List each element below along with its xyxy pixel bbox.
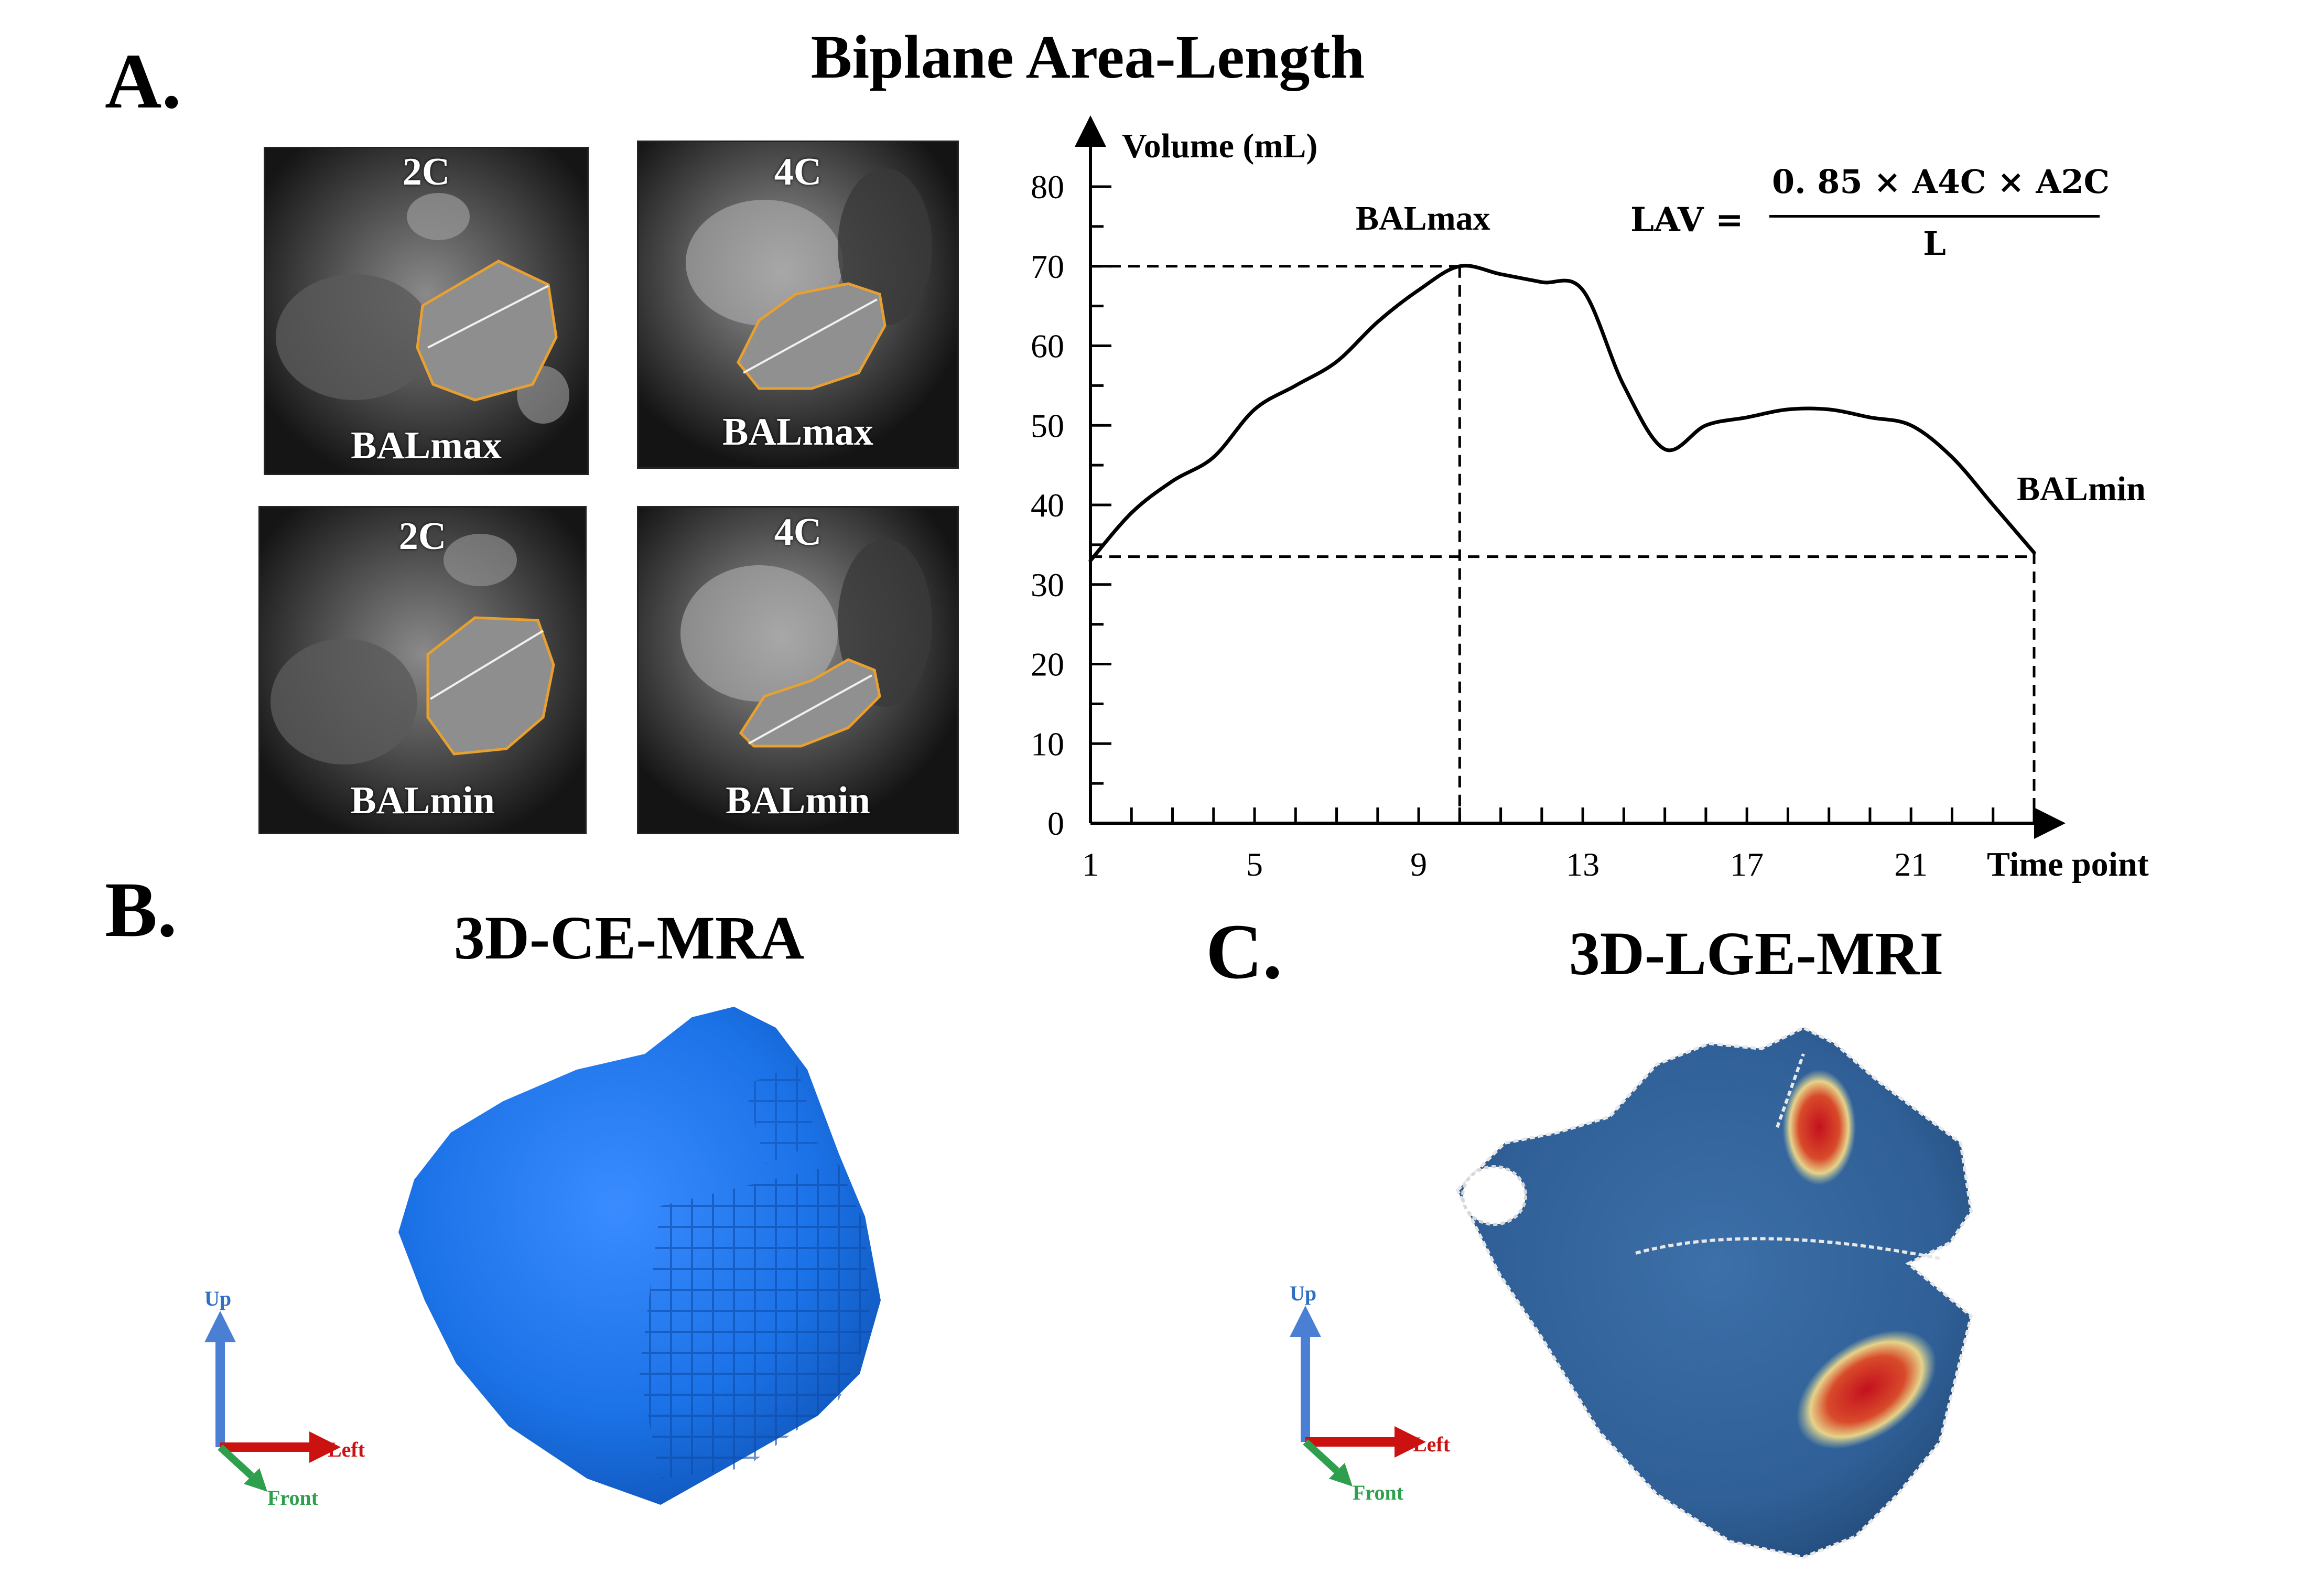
x-tick-label: 5 <box>1246 846 1263 883</box>
y-tick-label: 50 <box>1031 407 1064 444</box>
y-tick-label: 40 <box>1031 487 1064 524</box>
y-tick-label: 20 <box>1031 646 1064 683</box>
lge-atrium-surface <box>1455 1026 1973 1559</box>
panel-c-letter: C. <box>1206 908 1282 995</box>
x-tick-label: 13 <box>1566 846 1599 883</box>
scar-region-upper <box>1782 1070 1856 1185</box>
formula-fraction-bar <box>1769 215 2100 218</box>
series-line-la-volume <box>1088 264 2036 563</box>
up-arrow <box>204 1311 236 1447</box>
axis-up-label: Up <box>1290 1285 1316 1305</box>
y-tick-label: 30 <box>1031 566 1064 604</box>
axes-gizmo-b: Up Left Front <box>204 1290 365 1510</box>
mri-2c-balmin-image <box>260 508 585 833</box>
y-tick-label: 0 <box>1047 805 1064 842</box>
axis-front-label: Front <box>1353 1481 1404 1504</box>
balmax-annotation: BALmax <box>1356 199 1490 238</box>
axis-left-label: Left <box>328 1438 365 1461</box>
left-arrow <box>220 1431 341 1463</box>
mri-4c-balmax-image <box>639 142 957 467</box>
lge-3d-model <box>1455 1026 1973 1559</box>
y-tick-label: 60 <box>1031 328 1064 365</box>
left-arrow <box>1305 1426 1426 1458</box>
y-axis-label: Volume (mL) <box>1122 127 1317 165</box>
pulmonary-vein-opening <box>1461 1165 1527 1226</box>
formula-denominator: L <box>1923 224 1946 263</box>
mri-phase-label: BALmin <box>726 779 870 822</box>
front-arrow <box>1303 1439 1353 1486</box>
mri-4c-balmin: 4C BALmin <box>637 506 959 834</box>
mri-4c-balmin-image <box>639 508 957 833</box>
x-tick-label: 21 <box>1894 846 1928 883</box>
formula-lhs: LAV = <box>1630 200 1744 240</box>
x-tick-label: 17 <box>1730 846 1764 883</box>
y-tick-label: 10 <box>1031 725 1064 762</box>
axis-up-label: Up <box>204 1290 231 1310</box>
balmin-annotation: BALmin <box>2017 470 2146 508</box>
mri-2c-balmax-image <box>265 148 587 473</box>
mri-view-label: 2C <box>398 515 447 558</box>
mri-2c-balmin: 2C BALmin <box>258 506 587 834</box>
scar-region-lower <box>1796 1330 1937 1449</box>
mri-phase-label: BALmax <box>722 411 873 454</box>
x-axis-label: Time point <box>1987 845 2149 884</box>
mra-3d-model <box>398 1007 881 1505</box>
volume-chart: 0 10 20 30 40 50 60 70 80 1 5 9 13 17 21 Volume (mL) Ti… <box>1031 115 2149 884</box>
formula-numerator: 0. 85 × A4C × A2C <box>1772 163 2110 201</box>
panel-c-title: 3D-LGE-MRI <box>1569 919 1944 988</box>
panel-b-title: 3D-CE-MRA <box>453 903 805 972</box>
x-tick-label: 9 <box>1410 846 1427 883</box>
mri-view-label: 2C <box>402 150 450 193</box>
mri-view-label: 4C <box>774 150 822 193</box>
mri-phase-label: BALmax <box>351 424 502 467</box>
axis-left-label: Left <box>1413 1432 1451 1456</box>
mri-view-label: 4C <box>774 511 822 554</box>
lav-formula: LAV = 0. 85 × A4C × A2C L <box>1630 163 2110 267</box>
panel-a-letter: A. <box>105 38 181 125</box>
x-tick-label: 1 <box>1082 846 1099 883</box>
mri-2c-balmax: 2C BALmax <box>264 147 589 475</box>
mri-phase-label: BALmin <box>350 779 495 822</box>
mri-4c-balmax: 4C BALmax <box>637 141 959 469</box>
panel-b-letter: B. <box>105 866 177 953</box>
panel-a-title: Biplane Area-Length <box>810 23 1365 91</box>
axis-front-label: Front <box>267 1486 319 1510</box>
y-tick-label: 70 <box>1031 248 1064 285</box>
y-tick-label: 80 <box>1031 168 1064 206</box>
axes-gizmo-c: Up Left Front <box>1290 1285 1451 1504</box>
up-arrow <box>1290 1306 1321 1442</box>
front-arrow <box>218 1444 267 1492</box>
